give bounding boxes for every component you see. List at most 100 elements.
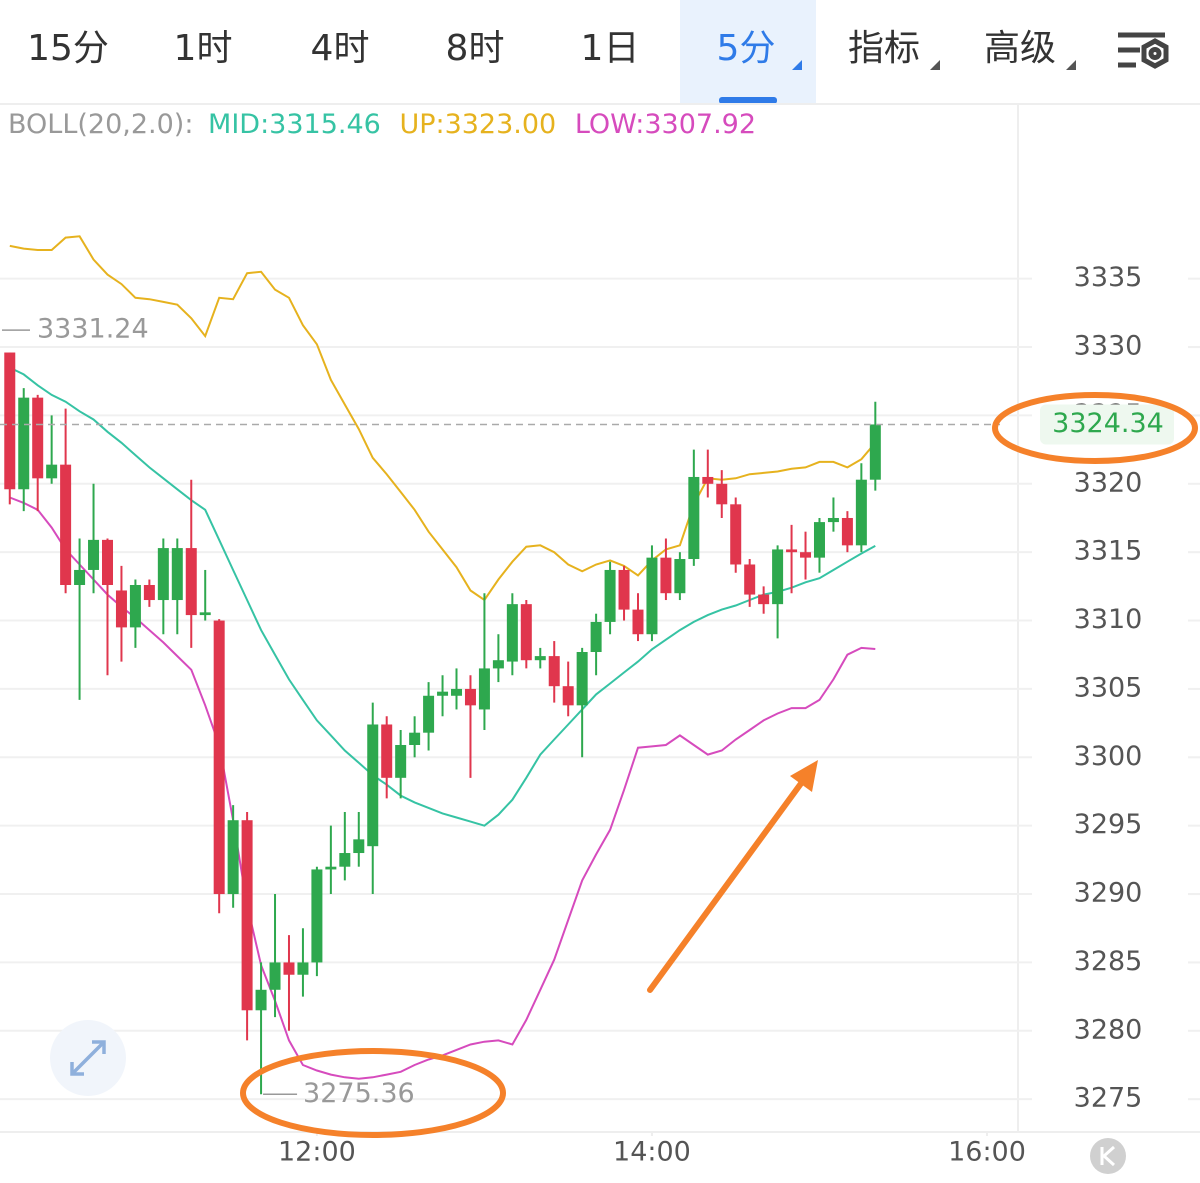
candle-body: [520, 604, 532, 661]
candle-body: [115, 590, 127, 628]
candle-body: [688, 476, 700, 560]
candle-body: [339, 853, 351, 867]
y-tick-label: 3285: [1074, 946, 1143, 977]
tab-label: 1日: [581, 28, 640, 69]
candle-body: [786, 549, 798, 553]
candle-body: [4, 352, 16, 490]
candle-body: [646, 557, 658, 635]
tab[interactable]: 15分: [27, 28, 109, 69]
candle-body: [311, 869, 323, 963]
candle-body: [855, 479, 867, 546]
tab[interactable]: 1日: [581, 28, 640, 69]
tab-highlight: [680, 0, 816, 104]
tab-label: 1时: [174, 28, 233, 69]
candle-body: [32, 397, 44, 479]
candle-body: [506, 604, 518, 662]
candle-body: [88, 539, 100, 570]
low-label: 3275.36: [303, 1078, 415, 1109]
candle-body: [18, 397, 30, 490]
candle-body: [534, 656, 546, 661]
candle-body: [74, 569, 86, 585]
candle-body: [227, 820, 239, 895]
candle-body: [269, 962, 281, 990]
tab-bar: 15分 1时 4时 8时 1日 5分 指标 高级: [27, 0, 1076, 104]
candle-body: [660, 557, 672, 594]
tab-label: 高级: [984, 28, 1056, 69]
y-tick-label: 3330: [1074, 331, 1143, 362]
candle-body: [451, 688, 463, 696]
tab[interactable]: 指标: [848, 28, 940, 70]
legend-entry: LOW:3307.92: [575, 109, 756, 140]
candle-body: [241, 820, 253, 1011]
high-label: 3331.24: [37, 314, 149, 345]
current-price-box: [1040, 404, 1174, 445]
candle-body: [423, 695, 435, 733]
y-tick-label: 3295: [1074, 809, 1143, 840]
candle-body: [143, 584, 155, 601]
candle-body: [813, 522, 825, 558]
candle-body: [283, 962, 295, 975]
candle-body: [199, 612, 211, 616]
candle-body: [576, 652, 588, 706]
tab-indicator: [719, 97, 777, 104]
tab-label: 4时: [311, 28, 370, 69]
y-tick-label: 3290: [1074, 878, 1143, 909]
tab[interactable]: 4时: [311, 28, 370, 69]
candle-body: [381, 724, 393, 778]
tab-label: 15分: [27, 28, 109, 69]
candle-body: [827, 517, 839, 523]
tab[interactable]: 高级: [984, 28, 1076, 70]
candle-body: [129, 584, 141, 628]
y-tick-label: 3280: [1074, 1014, 1143, 1045]
band-line: [9, 235, 877, 602]
y-tick-label: 3275: [1074, 1083, 1143, 1114]
legend-entry: MID:3315.46: [208, 109, 381, 140]
settings-icon[interactable]: [1118, 32, 1169, 69]
y-tick-label: 3305: [1074, 672, 1143, 703]
tab[interactable]: 5分: [680, 0, 816, 104]
y-tick-label: 3320: [1074, 467, 1143, 498]
candle-body: [367, 724, 379, 847]
candle-body: [255, 989, 267, 1011]
candle-body: [562, 686, 574, 706]
tab[interactable]: 8时: [446, 28, 505, 69]
x-tick-label: 12:00: [278, 1137, 356, 1168]
candle-body: [171, 548, 183, 601]
tab[interactable]: 1时: [174, 28, 233, 69]
candle-body: [185, 548, 197, 616]
candle-body: [604, 569, 616, 622]
candle-body: [60, 464, 72, 585]
candle-body: [702, 476, 714, 484]
expand-button[interactable]: [50, 1020, 126, 1096]
candle-body: [674, 559, 686, 594]
candle-body: [353, 839, 365, 854]
k-button[interactable]: [1090, 1138, 1126, 1174]
tab-label: 8时: [446, 28, 505, 69]
candle-body: [492, 660, 504, 669]
candle-body: [157, 548, 169, 601]
candle-body: [590, 621, 602, 653]
x-tick-label: 16:00: [948, 1137, 1026, 1168]
candle-body: [325, 866, 337, 870]
tab-caret: [1066, 60, 1076, 70]
candle-body: [409, 732, 421, 745]
tab-label: 5分: [717, 28, 776, 69]
band-line: [9, 366, 876, 827]
y-tick-label: 3300: [1074, 741, 1143, 772]
tab-caret: [792, 60, 802, 70]
tab-label: 指标: [848, 28, 920, 69]
plot: 3275 3280 3285 3290 3295 3300 3305 3310 3315 3320…: [0, 235, 1200, 1168]
candle-body: [548, 656, 560, 687]
y-tick-label: 3310: [1074, 604, 1143, 635]
candle-body: [464, 688, 476, 706]
candle-body: [800, 552, 812, 558]
candle-body: [213, 620, 225, 895]
legend: BOLL(20,2.0): MID:3315.46 UP:3323.00 LOW…: [8, 109, 756, 140]
candle-body: [772, 549, 784, 605]
candle-body: [758, 594, 770, 605]
candle-body: [632, 609, 644, 635]
tab-caret: [930, 60, 940, 70]
